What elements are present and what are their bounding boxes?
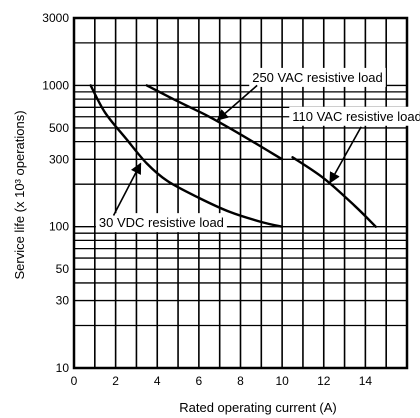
x-tick-label: 12 <box>317 374 331 388</box>
series-label-0: 30 VDC resistive load <box>99 215 224 230</box>
annotation-arrow <box>112 162 142 216</box>
y-tick-label: 10 <box>56 361 70 375</box>
annotation-2: 110 VAC resistive load <box>289 106 420 184</box>
y-tick-label: 50 <box>56 262 70 276</box>
x-tick-label: 8 <box>237 374 244 388</box>
x-tick-label: 0 <box>71 374 78 388</box>
series-line-0 <box>89 84 284 228</box>
annotation-1: 250 VAC resistive load <box>216 67 386 121</box>
chart-curves <box>89 84 377 228</box>
x-tick-label: 14 <box>359 374 373 388</box>
y-axis-title: Service life (x 10³ operations) <box>12 110 27 279</box>
series-label-1: 250 VAC resistive load <box>252 70 383 85</box>
x-tick-label: 6 <box>196 374 203 388</box>
x-tick-label: 10 <box>275 374 289 388</box>
y-tick-label: 100 <box>49 220 69 234</box>
x-tick-label: 2 <box>112 374 119 388</box>
series-line-1 <box>145 84 284 161</box>
x-axis-title: Rated operating current (A) <box>179 400 337 415</box>
y-tick-label: 3000 <box>42 11 69 25</box>
annotation-arrow <box>216 84 258 121</box>
x-tick-label: 4 <box>154 374 161 388</box>
chart-ticks: 0 2 4 6 8 10 12 14 10 30 50 100 300 500 1000 3000 <box>42 11 372 388</box>
label-background <box>249 67 386 87</box>
y-tick-label: 30 <box>56 294 70 308</box>
annotation-0: 30 VDC resistive load <box>95 162 227 233</box>
label-background <box>289 106 420 126</box>
series-label-2: 110 VAC resistive load <box>292 109 420 124</box>
y-tick-label: 500 <box>49 121 69 135</box>
series-line-2 <box>291 156 377 228</box>
y-tick-label: 300 <box>49 152 69 166</box>
y-tick-label: 1000 <box>42 78 69 92</box>
annotation-arrow <box>329 126 362 184</box>
label-background <box>95 213 227 233</box>
chart-annotations: 30 VDC resistive load 250 VAC resistive l… <box>95 67 420 233</box>
